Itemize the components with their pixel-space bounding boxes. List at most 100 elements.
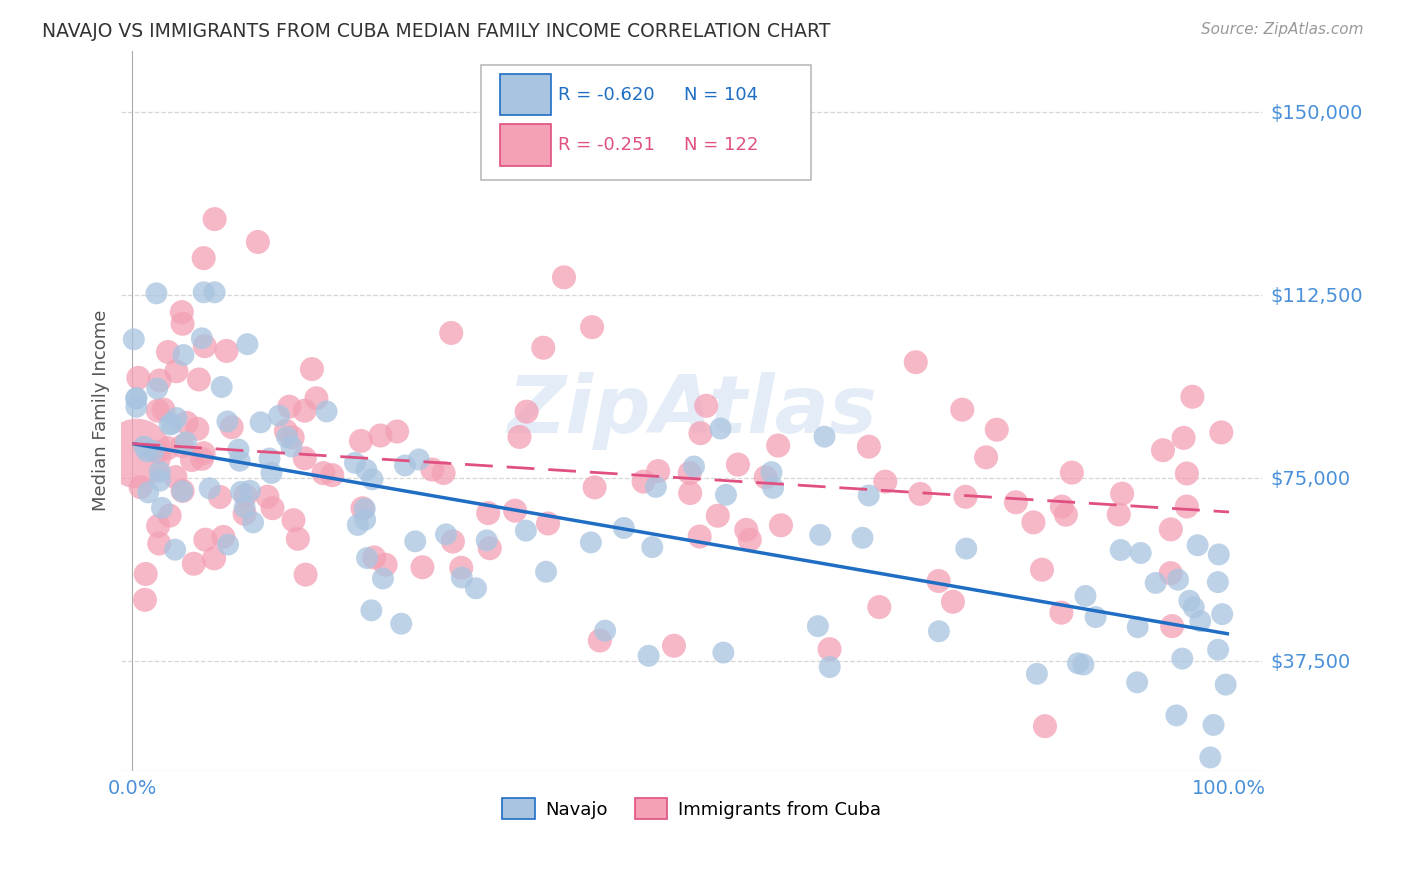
Point: [1160, 566, 1182, 581]
Point: [256, 490, 278, 504]
Point: [761, 465, 783, 479]
Point: [228, 442, 250, 457]
Point: [1022, 516, 1045, 530]
Point: [735, 523, 758, 537]
Point: [283, 513, 305, 527]
Point: [868, 600, 890, 615]
Point: [766, 438, 789, 452]
Point: [353, 501, 375, 516]
Legend: Navajo, Immigrants from Cuba: Navajo, Immigrants from Cuba: [495, 791, 889, 827]
Point: [346, 517, 368, 532]
Point: [1005, 495, 1028, 509]
Point: [172, 317, 194, 331]
Point: [1202, 718, 1225, 732]
Point: [411, 560, 433, 574]
Point: [202, 551, 225, 566]
Point: [129, 480, 152, 494]
Point: [149, 374, 172, 388]
Point: [198, 481, 221, 495]
Text: NAVAJO VS IMMIGRANTS FROM CUBA MEDIAN FAMILY INCOME CORRELATION CHART: NAVAJO VS IMMIGRANTS FROM CUBA MEDIAN FA…: [42, 22, 831, 41]
Point: [1111, 486, 1133, 500]
Point: [1161, 619, 1184, 633]
Point: [152, 402, 174, 417]
Point: [204, 285, 226, 300]
Point: [370, 428, 392, 442]
Point: [755, 470, 778, 484]
Point: [174, 435, 197, 450]
Point: [1206, 642, 1229, 657]
Point: [134, 592, 156, 607]
Point: [1160, 522, 1182, 536]
Point: [146, 519, 169, 533]
Point: [193, 446, 215, 460]
Point: [679, 486, 702, 500]
Point: [294, 451, 316, 466]
Point: [172, 483, 194, 498]
Point: [858, 440, 880, 454]
Point: [441, 534, 464, 549]
Point: [465, 581, 488, 595]
Point: [581, 320, 603, 334]
Point: [695, 399, 717, 413]
Point: [1171, 651, 1194, 665]
Point: [1108, 508, 1130, 522]
Point: [374, 558, 396, 572]
Point: [187, 372, 209, 386]
Point: [278, 400, 301, 414]
Point: [343, 456, 366, 470]
Point: [356, 463, 378, 477]
Point: [186, 422, 208, 436]
Point: [432, 466, 454, 480]
Point: [714, 488, 737, 502]
Point: [408, 452, 430, 467]
Point: [579, 535, 602, 549]
Point: [142, 444, 165, 458]
Point: [515, 524, 537, 538]
Point: [249, 415, 271, 429]
Text: N = 104: N = 104: [683, 86, 758, 103]
Point: [1208, 548, 1230, 562]
Text: R = -0.251: R = -0.251: [558, 136, 655, 154]
FancyBboxPatch shape: [481, 65, 811, 180]
Point: [321, 468, 343, 483]
Point: [950, 402, 973, 417]
Point: [707, 508, 730, 523]
Point: [352, 501, 374, 516]
Point: [813, 430, 835, 444]
Point: [194, 339, 217, 353]
Point: [176, 416, 198, 430]
Point: [1189, 614, 1212, 628]
Point: [315, 404, 337, 418]
Point: [633, 475, 655, 489]
Point: [508, 430, 530, 444]
Point: [738, 533, 761, 547]
Point: [440, 326, 463, 340]
Point: [259, 451, 281, 466]
Point: [910, 487, 932, 501]
Point: [589, 633, 612, 648]
Point: [1129, 546, 1152, 560]
Point: [172, 439, 194, 453]
Point: [1109, 543, 1132, 558]
Point: [228, 454, 250, 468]
Point: [389, 616, 412, 631]
Point: [394, 458, 416, 473]
Point: [1167, 573, 1189, 587]
Point: [1215, 678, 1237, 692]
Point: [1084, 610, 1107, 624]
Point: [305, 392, 328, 406]
Point: [356, 551, 378, 566]
Point: [537, 516, 560, 531]
Point: [371, 572, 394, 586]
Point: [125, 392, 148, 406]
Point: [165, 364, 187, 378]
Point: [1025, 666, 1047, 681]
Point: [475, 533, 498, 548]
Point: [350, 434, 373, 448]
Point: [146, 382, 169, 396]
Point: [385, 425, 408, 439]
Point: [1144, 576, 1167, 591]
Point: [172, 484, 194, 499]
Point: [215, 343, 238, 358]
Point: [301, 362, 323, 376]
